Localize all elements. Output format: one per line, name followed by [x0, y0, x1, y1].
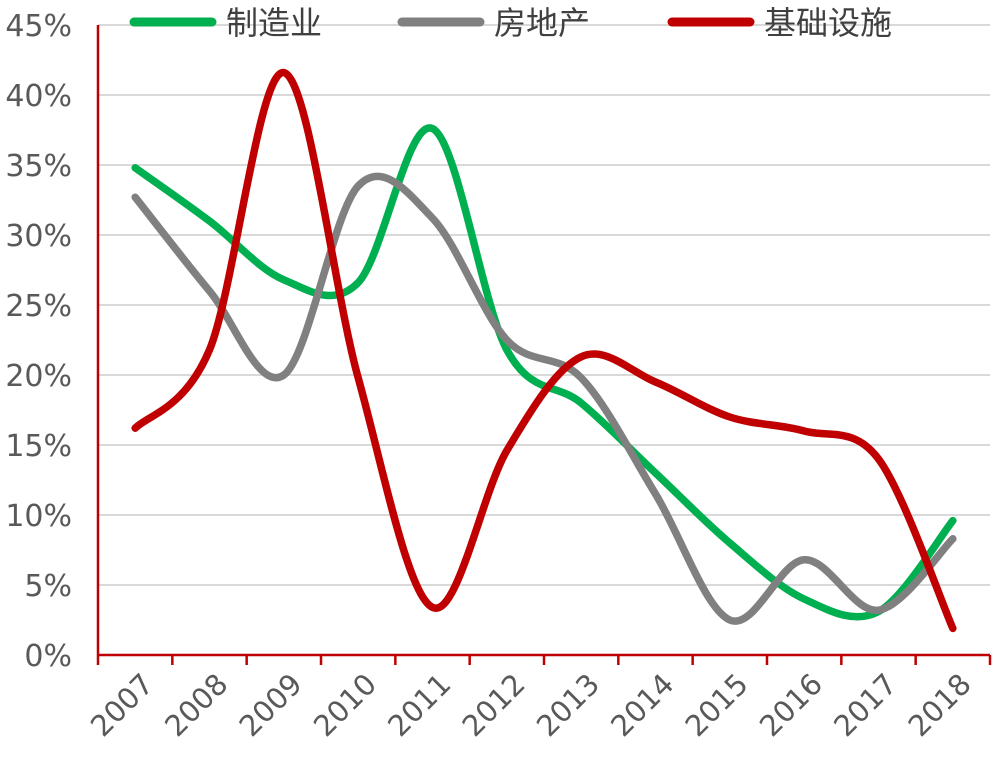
y-tick-label: 45%	[5, 9, 72, 44]
x-tick-label: 2008	[158, 667, 234, 743]
series-line	[131, 172, 957, 625]
series-lines	[131, 68, 957, 633]
x-tick-label: 2017	[827, 667, 903, 743]
y-tick-label: 15%	[5, 429, 72, 464]
legend-label: 制造业	[226, 4, 322, 42]
y-axis-ticks: 0% 5% 10% 15% 20% 25% 30% 35% 40% 45%	[5, 9, 72, 674]
y-tick-label: 20%	[5, 359, 72, 394]
legend-label: 基础设施	[764, 4, 892, 42]
legend-label: 房地产	[494, 4, 590, 42]
y-tick-label: 40%	[5, 79, 72, 114]
y-tick-label: 25%	[5, 289, 72, 324]
x-tick-label: 2014	[604, 667, 680, 743]
x-tick-label: 2011	[381, 667, 457, 743]
y-tick-label: 10%	[5, 499, 72, 534]
x-tick-label: 2010	[307, 667, 383, 743]
legend: 制造业 房地产 基础设施	[129, 4, 892, 42]
x-tick-label: 2009	[233, 667, 309, 743]
y-tick-label: 0%	[24, 639, 72, 674]
x-tick-label: 2007	[84, 667, 160, 743]
gridlines	[98, 24, 990, 586]
y-tick-label: 30%	[5, 219, 72, 254]
y-tick-label: 5%	[24, 569, 72, 604]
axes	[96, 25, 992, 665]
series-line	[131, 124, 957, 621]
x-tick-label: 2012	[456, 667, 532, 743]
x-tick-label: 2015	[679, 667, 755, 743]
x-tick-label: 2018	[902, 667, 978, 743]
x-axis-ticks: 2007200820092010201120122013201420152016…	[84, 667, 978, 743]
y-tick-label: 35%	[5, 149, 72, 184]
x-tick-label: 2013	[530, 667, 606, 743]
x-tick-label: 2016	[753, 667, 829, 743]
series-line	[131, 68, 957, 633]
